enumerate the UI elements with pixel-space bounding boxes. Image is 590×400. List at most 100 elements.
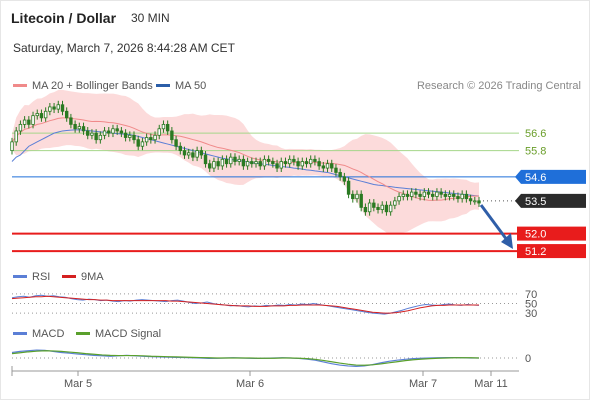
candle-body xyxy=(325,163,330,169)
candle-body xyxy=(73,123,77,130)
legend-ma50-label: MA 50 xyxy=(175,80,207,92)
candle-body xyxy=(266,158,271,162)
candle-body xyxy=(241,158,246,167)
candle-body xyxy=(317,161,321,167)
candle-body xyxy=(245,161,250,167)
level-label-55.8: 55.8 xyxy=(525,146,546,158)
candle-body xyxy=(157,128,161,136)
candle-body xyxy=(56,104,60,110)
candle-body xyxy=(212,161,216,169)
candle-body xyxy=(447,193,452,197)
candle-body xyxy=(334,167,338,173)
legend-ma50: MA 50 xyxy=(156,80,206,92)
candle-body xyxy=(372,202,376,208)
candle-body xyxy=(363,206,368,213)
level-label-51.2: 51.2 xyxy=(525,246,546,258)
legend-macd-signal: MACD Signal xyxy=(76,328,161,340)
forecast-arrow-head xyxy=(501,232,513,249)
timeframe-label[interactable]: 30 MIN xyxy=(131,11,170,25)
legend-macd-signal-label: MACD Signal xyxy=(95,328,162,340)
candle-body xyxy=(456,196,460,200)
candle-body xyxy=(287,158,292,165)
candle-body xyxy=(119,130,124,134)
legend-macd-label: MACD xyxy=(32,328,65,340)
candle-body xyxy=(477,200,481,204)
candle-body xyxy=(149,137,153,141)
candle-body xyxy=(60,104,65,112)
candle-body xyxy=(250,161,254,165)
candle-body xyxy=(254,161,258,165)
candle-body xyxy=(279,161,283,169)
candle-body xyxy=(144,137,149,143)
candle-body xyxy=(22,119,27,125)
candle-body xyxy=(321,165,326,169)
candle-body xyxy=(136,139,140,147)
forecast-arrow-shaft xyxy=(479,204,509,241)
candle-body xyxy=(170,130,174,141)
level-tag-53.5 xyxy=(515,193,586,208)
level-tag-51.2 xyxy=(517,244,586,259)
macd-signal-swatch xyxy=(76,331,90,335)
candle-body xyxy=(98,134,103,141)
candle-body xyxy=(401,193,405,197)
candle-body xyxy=(123,132,128,138)
candle-body xyxy=(111,128,115,134)
candle-body xyxy=(452,193,456,197)
level-tag-52.0 xyxy=(517,226,586,241)
candle-body xyxy=(86,130,90,136)
candle-body xyxy=(69,117,73,125)
candle-body xyxy=(355,193,359,200)
candle-body xyxy=(464,193,469,200)
rsi-ma-swatch xyxy=(62,274,76,278)
candle-body xyxy=(90,132,94,136)
candle-body xyxy=(296,161,300,167)
ma20-line xyxy=(11,117,480,201)
macd-swatch xyxy=(13,331,27,335)
candle-body xyxy=(367,202,372,213)
candle-body xyxy=(330,163,334,169)
candle-body xyxy=(380,204,384,210)
ma50-swatch xyxy=(156,83,170,87)
candle-body xyxy=(182,150,187,156)
candle-body xyxy=(309,158,313,165)
candle-body xyxy=(102,130,107,136)
x-tick-label: Mar 5 xyxy=(64,378,92,390)
candles-group xyxy=(10,100,481,216)
candle-body xyxy=(153,134,157,141)
candle-body xyxy=(203,154,208,165)
candle-body xyxy=(128,134,132,138)
candle-body xyxy=(216,161,220,167)
candle-body xyxy=(460,193,464,200)
candle-body xyxy=(300,161,304,167)
candle-body xyxy=(132,134,136,141)
candle-body xyxy=(140,141,145,147)
candle-body xyxy=(107,130,111,134)
candle-body xyxy=(174,139,178,147)
level-label-53.5: 53.5 xyxy=(525,196,546,208)
candle-body xyxy=(405,193,410,197)
candle-body xyxy=(237,158,241,162)
candle-body xyxy=(435,191,439,197)
candle-body xyxy=(18,123,23,132)
x-tick-label: Mar 6 xyxy=(236,378,264,390)
x-tick-label: Mar 7 xyxy=(409,378,437,390)
candle-body xyxy=(376,206,380,210)
candle-body xyxy=(94,132,98,141)
candle-body xyxy=(258,161,262,167)
candle-body xyxy=(342,176,347,182)
candle-body xyxy=(191,152,195,158)
candle-body xyxy=(359,193,363,208)
candle-body xyxy=(77,126,82,130)
x-tick-label: Mar 11 xyxy=(474,378,507,390)
candle-body xyxy=(220,158,225,167)
candle-body xyxy=(283,161,288,165)
level-label-52.0: 52.0 xyxy=(525,229,546,241)
candle-body xyxy=(195,150,199,158)
legend-rsi: RSI xyxy=(13,271,50,283)
candle-body xyxy=(43,110,48,119)
candle-body xyxy=(165,123,170,132)
legend-ma20-label: MA 20 + Bollinger Bands xyxy=(32,80,153,92)
candle-body xyxy=(304,161,309,165)
candle-body xyxy=(10,141,14,152)
